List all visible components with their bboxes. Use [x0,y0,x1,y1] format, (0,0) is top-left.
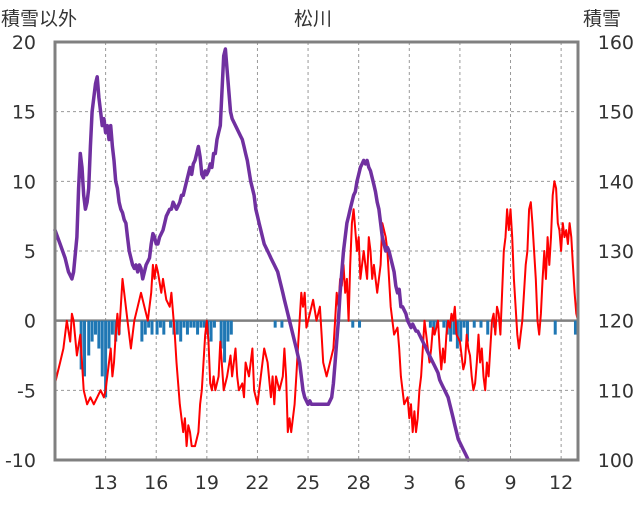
right-tick-label-0: 160 [598,32,634,54]
precip-bar-14 [147,320,151,328]
precip-bar-7 [104,320,108,398]
precip-bar-34 [223,320,227,363]
right-tick-label-4: 120 [598,311,634,333]
precip-bar-6 [100,320,104,377]
right-tick-label-3: 130 [598,241,634,263]
precip-bar-31 [209,320,213,342]
right-tick-label-5: 110 [598,380,634,402]
precip-bar-5 [97,320,101,349]
left-tick-label-2: 10 [12,171,36,193]
chart-title: 松川 [294,8,332,30]
left-tick-label-3: 5 [24,241,36,263]
x-tick-label-5: 28 [347,472,371,494]
left-axis-title: 積雪以外 [1,8,77,30]
precip-bar-27 [196,320,200,335]
precip-bar-37 [273,320,277,328]
precip-bar-57 [573,320,577,335]
right-axis-title: 積雪 [583,8,621,30]
precip-bar-1 [83,320,87,377]
precip-bar-40 [358,320,362,328]
precip-bar-21 [175,320,179,335]
temperature-line [54,180,579,448]
precip-bar-49 [459,320,463,342]
precip-bar-13 [143,320,147,335]
precip-bar-51 [465,320,469,342]
x-tick-label-1: 16 [144,472,168,494]
precip-bar-38 [280,320,284,328]
precip-bar-56 [553,320,557,335]
x-tick-label-9: 12 [549,472,573,494]
precip-bar-47 [452,320,456,335]
precip-bar-2 [87,320,91,356]
precip-bar-8 [107,320,111,349]
plot-frame [53,40,580,462]
precip-bar-26 [192,320,196,328]
precip-bar-24 [185,320,189,335]
precip-bar-36 [229,320,233,335]
series-lines [53,47,579,462]
precip-bar-44 [442,320,446,328]
precip-bar-54 [486,320,490,335]
x-tick-label-4: 25 [296,472,320,494]
left-tick-label-5: -5 [17,380,36,402]
x-tick-label-2: 19 [195,472,219,494]
precip-bar-15 [150,320,154,335]
precip-bar-33 [219,320,223,349]
right-tick-label-1: 150 [598,102,634,124]
x-tick-label-0: 13 [94,472,118,494]
precip-bar-3 [90,320,94,342]
precip-bar-35 [226,320,230,342]
precip-bar-52 [472,320,476,328]
precip-bar-22 [179,320,183,342]
precip-bar-32 [212,320,216,328]
precip-bar-28 [199,320,203,328]
precip-bar-41 [428,320,432,328]
precip-bar-4 [93,320,97,335]
x-tick-label-7: 6 [454,472,466,494]
x-tick-label-6: 3 [403,472,415,494]
x-tick-label-8: 9 [504,472,516,494]
precip-bar-12 [140,320,144,342]
precip-bar-23 [182,320,186,328]
x-tick-label-3: 22 [245,472,269,494]
precip-bar-25 [189,320,193,328]
precip-bar-29 [202,320,206,328]
precip-bar-50 [462,320,466,328]
left-tick-label-0: 20 [12,32,36,54]
left-tick-label-4: 0 [24,311,36,333]
tick-labels: 13 16 19 22 25 28 3 6 9 12 20 15 10 5 0 -5 -10 160 150 140 1… [5,32,634,494]
precip-bar-39 [351,320,355,328]
precip-bar-46 [449,320,453,342]
frame [53,40,580,462]
precip-bar-19 [169,320,173,328]
snow-depth-line [53,47,471,462]
precip-bar-17 [158,320,162,328]
precip-bar-16 [155,320,159,335]
right-tick-label-2: 140 [598,171,634,193]
left-tick-label-6: -10 [5,450,36,472]
right-tick-label-6: 100 [598,450,634,472]
left-tick-label-1: 15 [12,102,36,124]
precip-bar-53 [479,320,483,328]
precip-bar-9 [110,320,114,335]
precip-bar-18 [162,320,166,335]
